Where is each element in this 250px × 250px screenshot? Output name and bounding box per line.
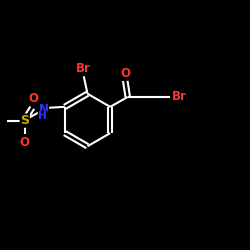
Text: O: O <box>28 92 38 106</box>
Text: N: N <box>38 103 48 116</box>
Text: O: O <box>20 136 30 149</box>
Text: Br: Br <box>172 90 187 104</box>
Text: Br: Br <box>76 62 91 75</box>
Text: H: H <box>38 112 47 122</box>
Text: S: S <box>20 114 29 127</box>
Text: O: O <box>120 67 130 80</box>
